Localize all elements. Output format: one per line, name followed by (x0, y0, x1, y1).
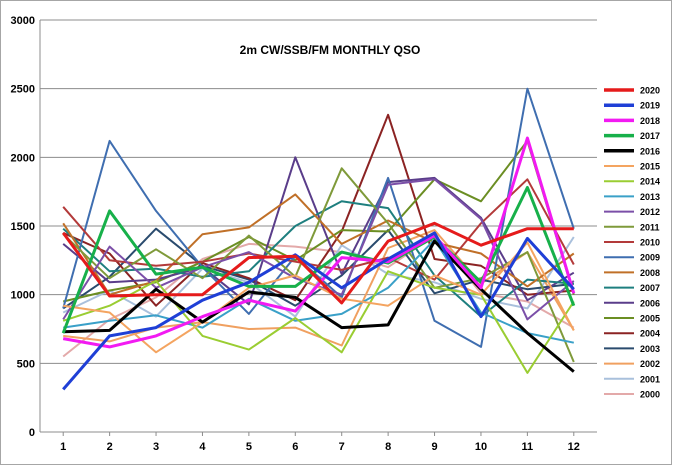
series-line-2011 (62, 167, 575, 363)
y-tick-label: 3000 (11, 15, 35, 27)
x-tick-label: 11 (522, 441, 534, 453)
legend-label-2002: 2002 (640, 359, 660, 369)
legend-label-2005: 2005 (640, 314, 660, 324)
legend-label-2006: 2006 (640, 298, 660, 308)
legend-label-2013: 2013 (640, 192, 660, 202)
legend-label-2016: 2016 (640, 146, 660, 156)
legend-label-2000: 2000 (640, 390, 660, 400)
y-tick-label: 500 (17, 358, 35, 370)
x-tick-label: 9 (431, 441, 437, 453)
x-axis-ticks: 1 2 3 4 5 6 7 8 9 10 11 12 (60, 432, 580, 453)
legend-label-2014: 2014 (640, 177, 660, 187)
y-tick-label: 0 (29, 427, 35, 439)
y-axis-ticks: 0 500 1000 1500 2000 2500 3000 (11, 15, 35, 439)
y-tick-label: 1000 (11, 290, 35, 302)
legend-label-2017: 2017 (640, 131, 660, 141)
x-tick-label: 7 (339, 441, 345, 453)
legend-label-2020: 2020 (640, 86, 660, 96)
x-tick-label: 5 (246, 441, 252, 453)
y-tick-label: 1500 (11, 221, 35, 233)
legend-label-2018: 2018 (640, 116, 660, 126)
x-tick-label: 12 (568, 441, 580, 453)
series-line-2020 (61, 221, 574, 305)
legend-label-2008: 2008 (640, 268, 660, 278)
x-tick-label: 10 (475, 441, 487, 453)
x-tick-label: 8 (385, 441, 391, 453)
legend-label-2019: 2019 (640, 101, 660, 111)
x-tick-label: 1 (60, 441, 66, 453)
gridlines (39, 19, 597, 433)
series-line-2014 (62, 270, 575, 374)
legend: 2020 2019 2018 2017 2016 2015 2014 2013 2012 2011… (604, 86, 660, 400)
y-tick-label: 2000 (11, 152, 35, 164)
legend-label-2012: 2012 (640, 207, 660, 217)
legend-label-2010: 2010 (640, 238, 660, 248)
series-line-2015 (63, 241, 575, 354)
x-tick-label: 4 (199, 441, 206, 453)
chart-title: 2m CW/SSB/FM MONTHLY QSO (240, 43, 421, 57)
series-lines (61, 87, 576, 391)
y-tick-label: 2500 (11, 84, 35, 96)
legend-label-2001: 2001 (640, 374, 660, 384)
series-line-2013 (63, 238, 575, 344)
series-line-2018 (62, 136, 576, 349)
series-line-2019 (62, 231, 575, 391)
series-line-2003 (62, 227, 574, 310)
legend-label-2011: 2011 (640, 222, 660, 232)
legend-label-2007: 2007 (640, 283, 660, 293)
x-tick-label: 3 (153, 441, 159, 453)
series-line-2007 (62, 200, 574, 318)
legend-label-2009: 2009 (640, 253, 660, 263)
x-tick-label: 2 (107, 441, 113, 453)
legend-label-2003: 2003 (640, 344, 660, 354)
x-tick-label: 6 (292, 441, 298, 453)
legend-label-2015: 2015 (640, 162, 660, 172)
legend-label-2004: 2004 (640, 329, 660, 339)
